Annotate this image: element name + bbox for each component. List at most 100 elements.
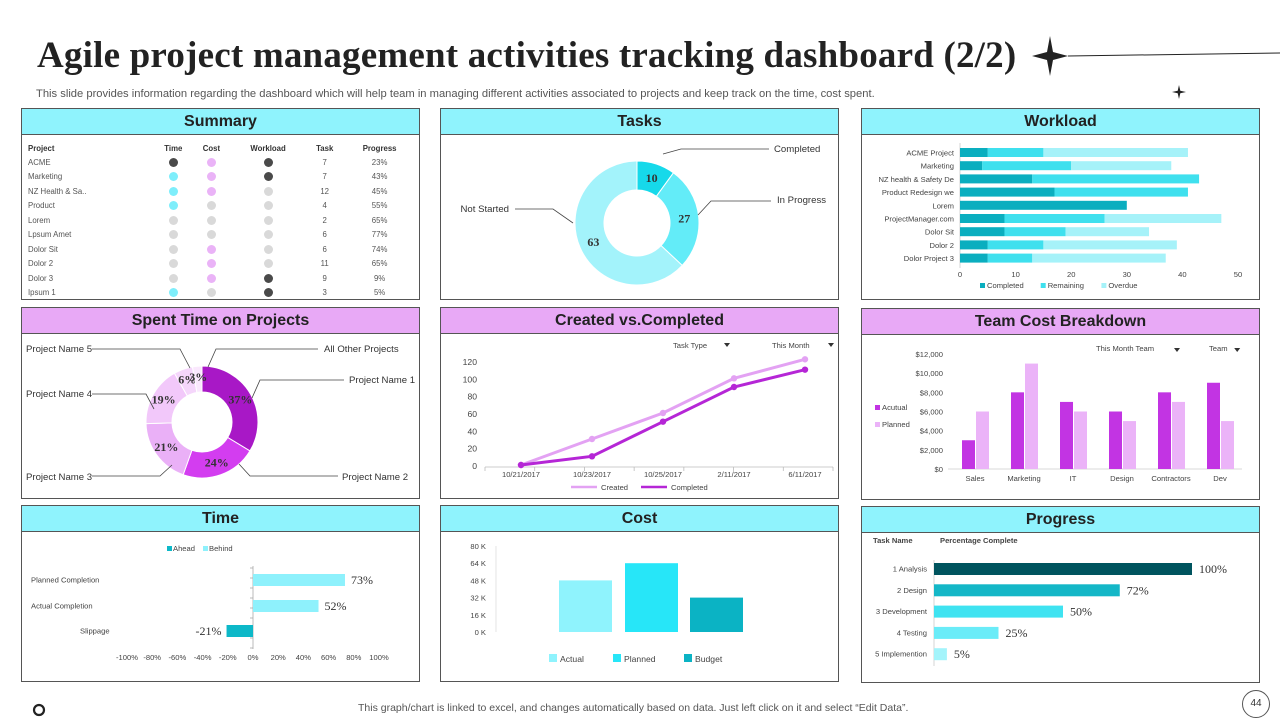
- progress-bar: [934, 563, 1192, 575]
- team-cost-y-tick: $4,000: [920, 427, 943, 436]
- progress-value-label: 5%: [954, 647, 970, 661]
- created-point-created: [801, 356, 809, 363]
- tasks-label-not-started: Not Started: [460, 204, 509, 215]
- spent-label-project-name-2: Project Name 2: [342, 472, 408, 483]
- summary-header-task: Task: [316, 144, 334, 153]
- time-status-dot: [168, 215, 178, 225]
- summary-progress-value: 77%: [371, 230, 388, 240]
- spent-leader-line: [238, 463, 338, 477]
- team-cost-bar-planned: [1025, 363, 1038, 469]
- time-x-tick: -60%: [169, 653, 187, 662]
- progress-task-label: 2 Design: [897, 586, 927, 595]
- time-x-tick: 40%: [296, 653, 311, 662]
- team-cost-legend-acutual: Acutual: [882, 403, 908, 412]
- summary-cost-cell: [193, 213, 230, 228]
- summary-task-count: 2: [322, 215, 327, 225]
- cost-status-dot: [206, 259, 216, 269]
- spent-value-project-name-2: 24%: [205, 455, 229, 469]
- team-cost-bar-acutual: [1207, 382, 1220, 469]
- created-filter-dropdown-icon: [828, 343, 834, 347]
- created-y-tick: 60: [467, 409, 477, 419]
- summary-workload-cell: [230, 257, 306, 272]
- summary-cost-cell: [193, 286, 230, 300]
- team-cost-y-tick: $10,000: [916, 369, 943, 378]
- summary-project-name: Dolor 3: [28, 273, 54, 283]
- cost-legend-swatch-budget: [684, 654, 692, 662]
- page-title: Agile project management activities trac…: [37, 35, 1017, 76]
- created-completed-panel-title: Created vs.Completed: [441, 308, 838, 334]
- workload-x-tick: 30: [1123, 270, 1131, 279]
- created-point-created: [659, 409, 667, 417]
- time-legend-behind: Behind: [209, 544, 233, 553]
- summary-task-count: 11: [320, 259, 329, 269]
- tasks-slice-in-progress: [655, 172, 700, 267]
- workload-bar-completed: [960, 240, 988, 250]
- summary-row: NZ Health & Sa.. 12 45%: [28, 184, 416, 199]
- workload-bar-completed: [960, 148, 988, 157]
- team-cost-x-tick: Contractors: [1151, 474, 1190, 483]
- tasks-value-completed: 10: [646, 171, 658, 185]
- cost-status-dot: [206, 215, 216, 225]
- workload-status-dot: [263, 186, 273, 196]
- created-legend-created: Created: [601, 483, 628, 492]
- created-y-tick: 40: [467, 426, 477, 436]
- summary-progress-value: 65%: [371, 259, 388, 269]
- time-value-label: -21%: [196, 624, 222, 638]
- summary-cost-cell: [193, 228, 230, 243]
- summary-header-workload: Workload: [250, 144, 286, 153]
- summary-task-count: 9: [322, 273, 327, 283]
- team-cost-legend-swatch-planned: [875, 422, 880, 427]
- summary-workload-cell: [230, 184, 306, 199]
- spent-label-project-name-1: Project Name 1: [349, 375, 415, 386]
- workload-category-label: ACME Project: [906, 149, 955, 158]
- progress-task-label: 4 Testing: [897, 628, 927, 637]
- time-legend-swatch-behind: [203, 546, 208, 551]
- summary-cost-cell: [193, 155, 230, 170]
- time-x-tick: 80%: [346, 653, 361, 662]
- summary-project-name: NZ Health & Sa..: [28, 186, 87, 196]
- workload-x-tick: 40: [1178, 270, 1186, 279]
- time-category-label: Actual Completion: [31, 602, 93, 611]
- created-legend-completed: Completed: [671, 483, 708, 492]
- tasks-value-not-started: 63: [587, 235, 599, 249]
- workload-panel: Workload ACME Project Marketing NZ health …: [861, 108, 1260, 300]
- workload-category-label: Lorem: [932, 201, 954, 210]
- workload-bar-completed: [960, 174, 1033, 184]
- created-point-created: [588, 435, 596, 443]
- summary-progress-value: 5%: [373, 288, 386, 298]
- summary-row: Product 4 55%: [28, 199, 416, 214]
- workload-legend-remaining: Remaining: [1048, 281, 1084, 290]
- time-x-tick: -20%: [219, 653, 237, 662]
- created-filter-dropdown-icon: [724, 343, 730, 347]
- time-x-tick: 60%: [321, 653, 336, 662]
- team-cost-y-tick: $8,000: [920, 388, 943, 397]
- summary-row: Dolor 3 9 9%: [28, 271, 416, 286]
- workload-chart: ACME Project Marketing NZ health & Safety …: [878, 143, 1242, 290]
- team-cost-filter-team: Team: [1209, 344, 1228, 353]
- time-x-tick: 0%: [248, 653, 259, 662]
- workload-category-label: Dolor Project 3: [904, 254, 954, 263]
- time-chart: Planned Completion 73% Actual Completion 52…: [31, 544, 389, 662]
- tasks-leader-line: [697, 200, 771, 216]
- summary-workload-cell: [230, 170, 306, 185]
- workload-legend-overdue: Overdue: [1108, 281, 1137, 290]
- progress-value-label: 72%: [1127, 583, 1149, 597]
- summary-progress-value: 43%: [371, 172, 388, 182]
- created-point-created: [730, 375, 738, 382]
- workload-x-tick: 20: [1067, 270, 1075, 279]
- progress-panel: Progress Task Name Percentage Complete 1 A…: [861, 506, 1260, 683]
- workload-x-tick: 10: [1011, 270, 1019, 279]
- progress-value-label: 50%: [1070, 605, 1092, 619]
- team-cost-y-tick: $0: [935, 465, 943, 474]
- created-x-tick: 10/23/2017: [573, 470, 611, 479]
- summary-workload-cell: [230, 271, 306, 286]
- cost-y-tick: 64 K: [470, 559, 486, 568]
- cost-status-dot: [206, 157, 216, 167]
- team-cost-panel-title: Team Cost Breakdown: [862, 309, 1259, 335]
- workload-bar-overdue: [1032, 253, 1166, 263]
- time-x-tick: 20%: [271, 653, 286, 662]
- created-y-tick: 120: [463, 357, 478, 367]
- progress-bar: [934, 648, 947, 661]
- summary-project-name: Dolor Sit: [28, 244, 58, 254]
- spent-label-project-name-4: Project Name 4: [26, 389, 93, 400]
